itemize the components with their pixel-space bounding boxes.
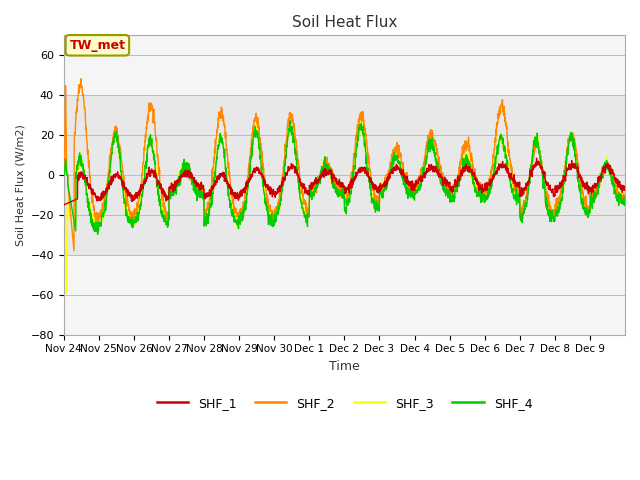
SHF_1 [513, 183, 521, 189]
Title: Soil Heat Flux: Soil Heat Flux [292, 15, 397, 30]
SHF_1 [613, 181, 621, 187]
SHF_3 [621, 194, 629, 200]
SHF_2 [116, 147, 124, 153]
SHF_3 [237, 216, 245, 222]
Y-axis label: Soil Heat Flux (W/m2): Soil Heat Flux (W/m2) [15, 124, 25, 246]
SHF_4 [621, 196, 629, 202]
SHF_3 [379, 184, 387, 190]
Line: SHF_1: SHF_1 [64, 158, 625, 205]
SHF_3 [546, 205, 554, 211]
SHF_2 [77, 76, 85, 82]
SHF_4 [60, 172, 68, 178]
SHF_2 [546, 199, 554, 205]
SHF_1 [621, 183, 629, 189]
SHF_3 [614, 192, 621, 198]
SHF_3 [357, 118, 365, 124]
SHF_2 [237, 211, 245, 216]
SHF_4 [514, 194, 522, 200]
SHF_2 [514, 190, 522, 195]
SHF_1 [116, 175, 124, 181]
Legend: SHF_1, SHF_2, SHF_3, SHF_4: SHF_1, SHF_2, SHF_3, SHF_4 [152, 392, 537, 415]
SHF_2 [614, 188, 621, 193]
Line: SHF_3: SHF_3 [64, 121, 625, 292]
SHF_3 [63, 289, 70, 295]
SHF_3 [116, 157, 124, 163]
SHF_4 [614, 195, 621, 201]
SHF_1 [378, 183, 386, 189]
SHF_2 [621, 195, 629, 201]
SHF_4 [379, 190, 387, 196]
SHF_1 [532, 156, 540, 161]
SHF_4 [116, 150, 124, 156]
SHF_4 [94, 231, 102, 237]
SHF_2 [379, 181, 387, 187]
SHF_1 [60, 202, 68, 208]
SHF_4 [237, 217, 245, 223]
SHF_2 [70, 248, 78, 253]
X-axis label: Time: Time [329, 360, 360, 373]
SHF_3 [514, 195, 522, 201]
SHF_1 [545, 187, 553, 192]
Line: SHF_2: SHF_2 [64, 79, 625, 251]
SHF_1 [237, 187, 244, 193]
SHF_4 [286, 118, 294, 124]
SHF_4 [546, 212, 554, 218]
Line: SHF_4: SHF_4 [64, 121, 625, 234]
Text: TW_met: TW_met [69, 39, 125, 52]
SHF_2 [60, 172, 68, 178]
Bar [64, 95, 625, 255]
SHF_3 [60, 172, 68, 178]
